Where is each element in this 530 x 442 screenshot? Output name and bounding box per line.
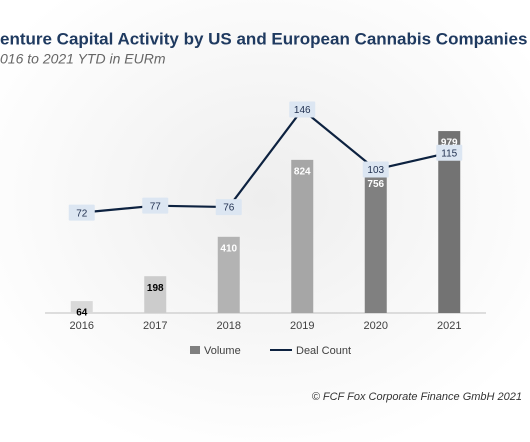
value-label-box xyxy=(68,204,95,221)
value-label-box xyxy=(215,199,242,216)
line-value-label: 115 xyxy=(441,148,457,159)
x-tick-label: 2017 xyxy=(143,320,167,332)
bar-value-label: 756 xyxy=(367,179,384,190)
bar-value-label: 64 xyxy=(76,308,88,319)
source-note: © FCF Fox Corporate Finance GmbH 2021 xyxy=(312,391,522,403)
bar xyxy=(70,301,93,313)
line-value-label: 72 xyxy=(76,208,88,219)
bar xyxy=(364,172,387,313)
bar-value-label: 410 xyxy=(220,243,237,254)
legend-label: Deal Count xyxy=(296,345,351,357)
chart-subtitle: 016 to 2021 YTD in EURm xyxy=(0,51,166,67)
x-tick-label: 2021 xyxy=(437,320,461,332)
bar xyxy=(291,159,314,313)
x-tick-label: 2019 xyxy=(290,320,314,332)
line-value-label: 76 xyxy=(223,203,235,214)
legend-swatch xyxy=(190,346,200,354)
bar-value-label: 198 xyxy=(147,283,164,294)
value-label-box xyxy=(142,197,169,214)
x-tick-label: 2020 xyxy=(364,320,388,332)
value-label-box xyxy=(362,161,389,178)
bar-value-label: 824 xyxy=(294,167,311,178)
bar xyxy=(144,276,167,313)
line-value-label: 146 xyxy=(294,105,311,116)
x-tick-label: 2018 xyxy=(217,320,241,332)
line-value-label: 77 xyxy=(150,201,162,212)
bar xyxy=(438,131,461,313)
legend-label: Volume xyxy=(204,345,241,357)
value-label-box xyxy=(436,144,463,161)
line-value-label: 103 xyxy=(367,165,384,176)
value-label-box xyxy=(289,101,316,118)
bar-value-label: 979 xyxy=(441,138,458,149)
chart-title: enture Capital Activity by US and Europe… xyxy=(0,29,527,48)
bar xyxy=(217,236,240,313)
x-tick-label: 2016 xyxy=(70,320,94,332)
